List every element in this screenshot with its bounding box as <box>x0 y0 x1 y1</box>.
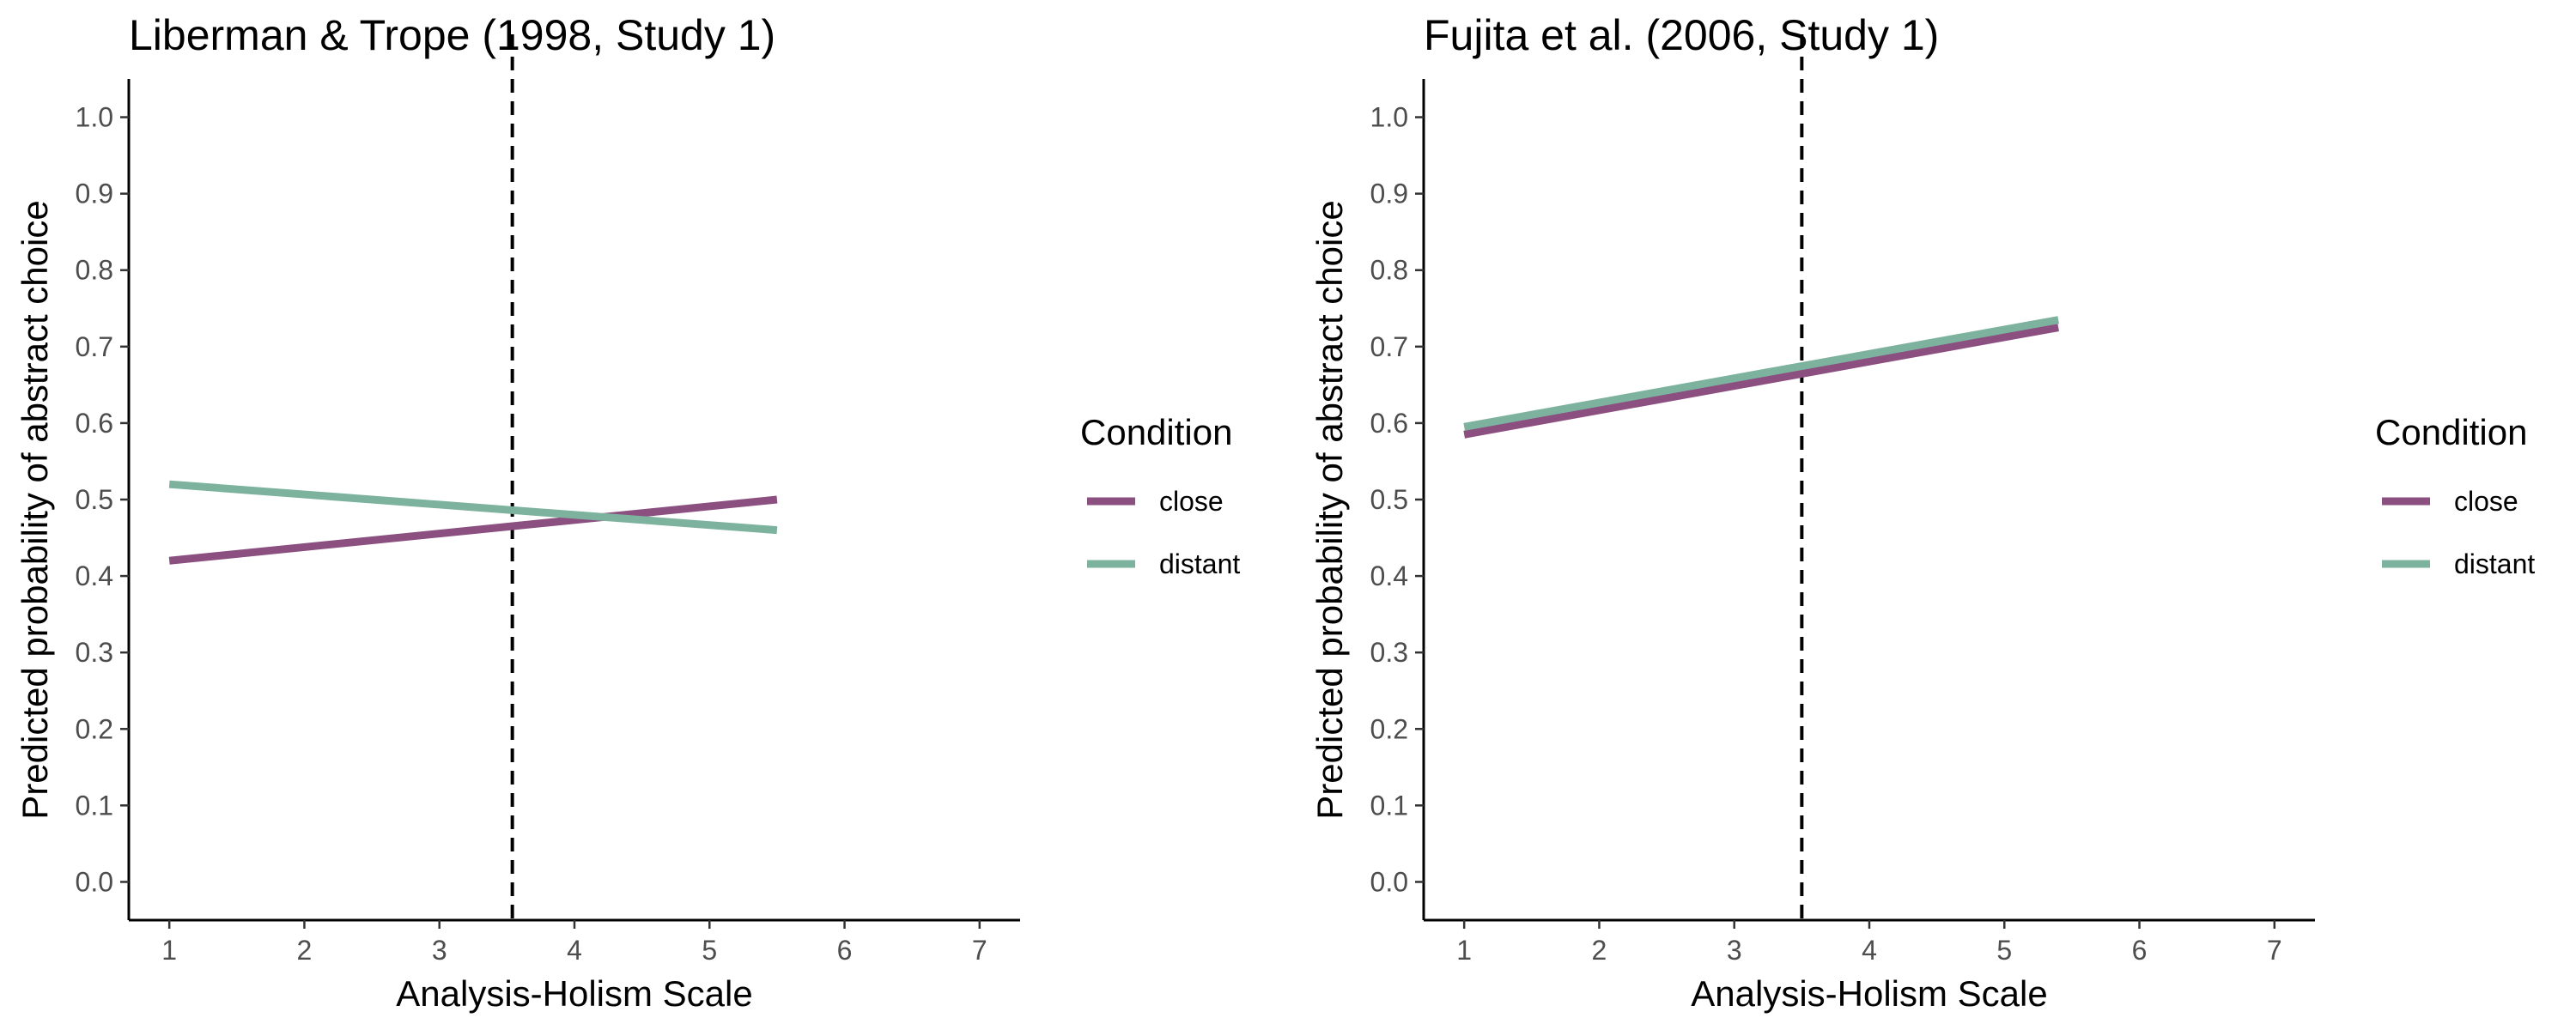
y-tick-label: 0.9 <box>76 179 113 209</box>
y-tick-label: 0.6 <box>1370 408 1408 439</box>
x-tick-label: 3 <box>432 935 447 966</box>
legend-title: Condition <box>2375 412 2527 452</box>
y-tick-label: 0.9 <box>1370 179 1408 209</box>
y-tick-label: 0.8 <box>1370 255 1408 286</box>
y-tick-label: 0.2 <box>1370 713 1408 744</box>
legend-label-close: close <box>1159 486 1224 517</box>
chart-panel-1: Liberman & Trope (1998, Study 1) 0.0 0.1 0.… <box>15 11 1240 1014</box>
x-tick-label: 1 <box>161 935 177 966</box>
y-tick-label: 0.5 <box>1370 484 1408 515</box>
y-tick-label: 0.4 <box>76 560 113 591</box>
x-tick-label: 5 <box>702 935 717 966</box>
x-tick-label: 4 <box>1862 935 1877 966</box>
x-tick-label: 5 <box>1996 935 2012 966</box>
series-line-distant <box>168 480 778 535</box>
y-tick-label: 0.8 <box>76 255 113 286</box>
x-tick-label: 3 <box>1727 935 1742 966</box>
legend-label-close: close <box>2454 486 2518 517</box>
x-tick-label: 4 <box>567 935 582 966</box>
x-tick-label: 7 <box>972 935 987 966</box>
y-tick-label: 1.0 <box>1370 102 1408 133</box>
legend-label-distant: distant <box>1159 548 1240 579</box>
legend-title: Condition <box>1080 412 1232 452</box>
x-tick-label: 7 <box>2267 935 2282 966</box>
y-axis-title: Predicted probability of abstract choice <box>1309 200 1350 819</box>
y-tick-label: 0.4 <box>1370 560 1408 591</box>
legend: Condition close distant <box>2375 412 2535 579</box>
x-tick-label: 2 <box>297 935 313 966</box>
x-axis-title: Analysis-Holism Scale <box>396 973 752 1014</box>
series-line-close <box>1463 324 2059 439</box>
y-tick-label: 0.1 <box>76 790 113 821</box>
y-tick-label: 0.0 <box>76 866 113 897</box>
x-axis-title: Analysis-Holism Scale <box>1691 973 2047 1014</box>
y-tick-label: 0.2 <box>76 713 113 744</box>
chart-title: Fujita et al. (2006, Study 1) <box>1424 11 1939 59</box>
chart-title: Liberman & Trope (1998, Study 1) <box>129 11 775 59</box>
legend: Condition close distant <box>1080 412 1240 579</box>
y-tick-label: 0.5 <box>76 484 113 515</box>
x-tick-label: 6 <box>837 935 853 966</box>
y-axis-title: Predicted probability of abstract choice <box>15 200 55 819</box>
y-tick-label: 0.6 <box>76 408 113 439</box>
chart-panel-2: Fujita et al. (2006, Study 1) 0.0 0.1 0.2 0.… <box>1309 11 2535 1014</box>
y-tick-label: 0.7 <box>1370 331 1408 362</box>
series-line-close <box>168 495 778 565</box>
legend-label-distant: distant <box>2454 548 2535 579</box>
x-tick-label: 6 <box>2132 935 2148 966</box>
x-tick-label: 1 <box>1456 935 1472 966</box>
y-tick-label: 0.0 <box>1370 866 1408 897</box>
y-tick-label: 0.3 <box>76 637 113 668</box>
y-tick-label: 0.3 <box>1370 637 1408 668</box>
y-tick-label: 0.7 <box>76 331 113 362</box>
y-tick-label: 1.0 <box>76 102 113 133</box>
y-tick-label: 0.1 <box>1370 790 1408 821</box>
series-line-distant <box>1463 316 2059 431</box>
x-tick-label: 2 <box>1592 935 1607 966</box>
